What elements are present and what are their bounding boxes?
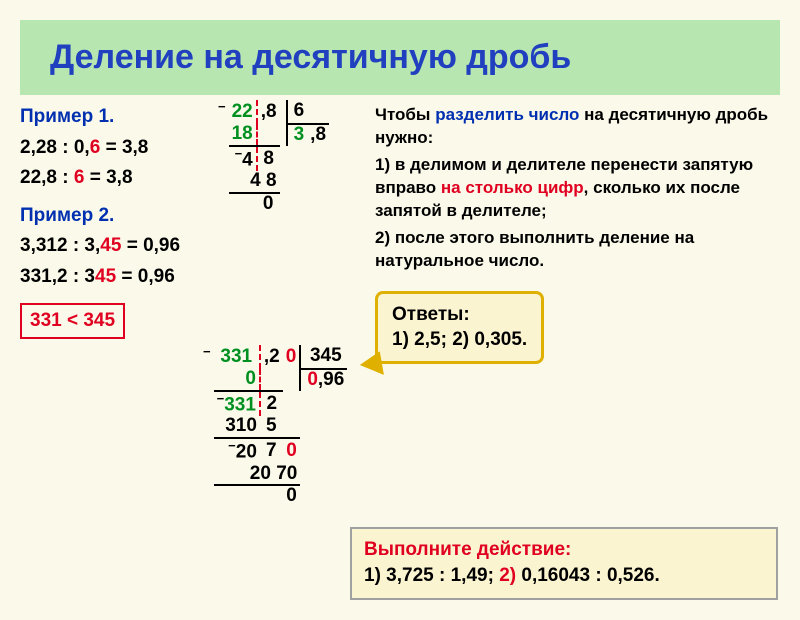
ex1-l1-a: 2,28 : 0, xyxy=(20,137,90,158)
ld2-r3-a: 310 xyxy=(214,416,260,438)
ex2-l2-b: 45 xyxy=(95,266,116,287)
ld2-r2-b: 2 xyxy=(260,391,283,416)
left-column: Пример 1. 2,28 : 0,6 = 3,8 22,8 : 6 = 3,… xyxy=(20,100,360,364)
task-body-b: 2) xyxy=(499,565,516,586)
ld2-q-a: 0 xyxy=(307,369,318,390)
task-body-c: 0,16043 : 0,526. xyxy=(516,565,660,586)
ld1-r3: 4 8 xyxy=(229,171,280,193)
ld2-r1: 0 xyxy=(214,369,260,391)
exp-p1-a: Чтобы xyxy=(375,105,435,124)
long-division-1: − 22 ,8 6 18 3 ,8 xyxy=(215,100,329,215)
exp-p3: 2) после этого выполнить деление на нату… xyxy=(375,228,694,270)
ld2-r4-c: 0 xyxy=(283,438,301,463)
page-title: Деление на десятичную дробь xyxy=(50,38,750,77)
ex2-l2-a: 331,2 : 3 xyxy=(20,266,95,287)
ld2-r4-a: 20 xyxy=(236,442,257,463)
title-bar: Деление на десятичную дробь xyxy=(20,20,780,95)
explanation: Чтобы разделить число на десятичную дроб… xyxy=(375,104,780,273)
compare-text: 331 < 345 xyxy=(30,310,115,331)
answers-body: 1) 2,5; 2) 0,305. xyxy=(392,327,527,353)
ex1-l2-c: = 3,8 xyxy=(84,167,132,188)
ld2-div-c: 0 xyxy=(283,345,301,369)
ex2-l2-c: = 0,96 xyxy=(116,266,175,287)
ex1-l1-b: 6 xyxy=(90,137,101,158)
task-box: Выполните действие: 1) 3,725 : 1,49; 2) … xyxy=(350,527,778,600)
ld1-dividend-a: 22 xyxy=(229,100,257,124)
slide: Деление на десятичную дробь Пример 1. 2,… xyxy=(0,20,800,620)
example2-line2: 331,2 : 345 = 0,96 xyxy=(20,263,360,291)
task-head: Выполните действие: xyxy=(364,537,764,564)
ex1-l1-c: = 3,8 xyxy=(100,137,148,158)
compare-box: 331 < 345 xyxy=(20,303,125,339)
exp-p1-b: разделить число xyxy=(435,105,579,124)
ld1-divisor: 6 xyxy=(287,100,308,124)
long-division-2: − 331 ,2 0 345 0 0,96 −331 xyxy=(200,345,347,507)
ex1-l2-a: 22,8 : xyxy=(20,167,74,188)
ld2-r6: 0 xyxy=(283,485,301,507)
ld2-div-a: 331 xyxy=(214,345,260,369)
ld2-r4-b: 7 xyxy=(260,438,283,463)
ld1-r1: 18 xyxy=(229,124,257,146)
exp-p2-b: на столько цифр xyxy=(441,178,584,197)
ld1-q-a: 3 xyxy=(287,124,308,146)
ld1-r2-b: 8 xyxy=(257,146,280,171)
ld2-r5: 20 70 xyxy=(214,464,301,486)
ex2-l1-b: 45 xyxy=(100,235,121,256)
right-column: Чтобы разделить число на десятичную дроб… xyxy=(375,100,780,364)
ex2-l1-c: = 0,96 xyxy=(121,235,180,256)
ex2-l1-a: 3,312 : 3, xyxy=(20,235,100,256)
task-body-a: 1) 3,725 : 1,49; xyxy=(364,565,499,586)
ld1-q-b: ,8 xyxy=(307,124,329,146)
answer-callout: Ответы: 1) 2,5; 2) 0,305. xyxy=(375,291,544,364)
ld2-r3-b: 5 xyxy=(260,416,283,438)
ld2-q-b: ,96 xyxy=(318,369,344,390)
ld1-r2-a: 4 xyxy=(242,150,253,171)
ld2-r2-a: 331 xyxy=(224,395,256,416)
ex1-l2-b: 6 xyxy=(74,167,85,188)
answers-head: Ответы: xyxy=(392,302,527,328)
ld1-r4: 0 xyxy=(257,193,280,215)
ld2-divisor: 345 xyxy=(300,345,347,369)
example2-line1: 3,312 : 3,45 = 0,96 xyxy=(20,232,360,260)
ld2-div-b: ,2 xyxy=(260,345,283,369)
content: Пример 1. 2,28 : 0,6 = 3,8 22,8 : 6 = 3,… xyxy=(0,95,800,364)
ld1-dividend-b: ,8 xyxy=(257,100,280,124)
